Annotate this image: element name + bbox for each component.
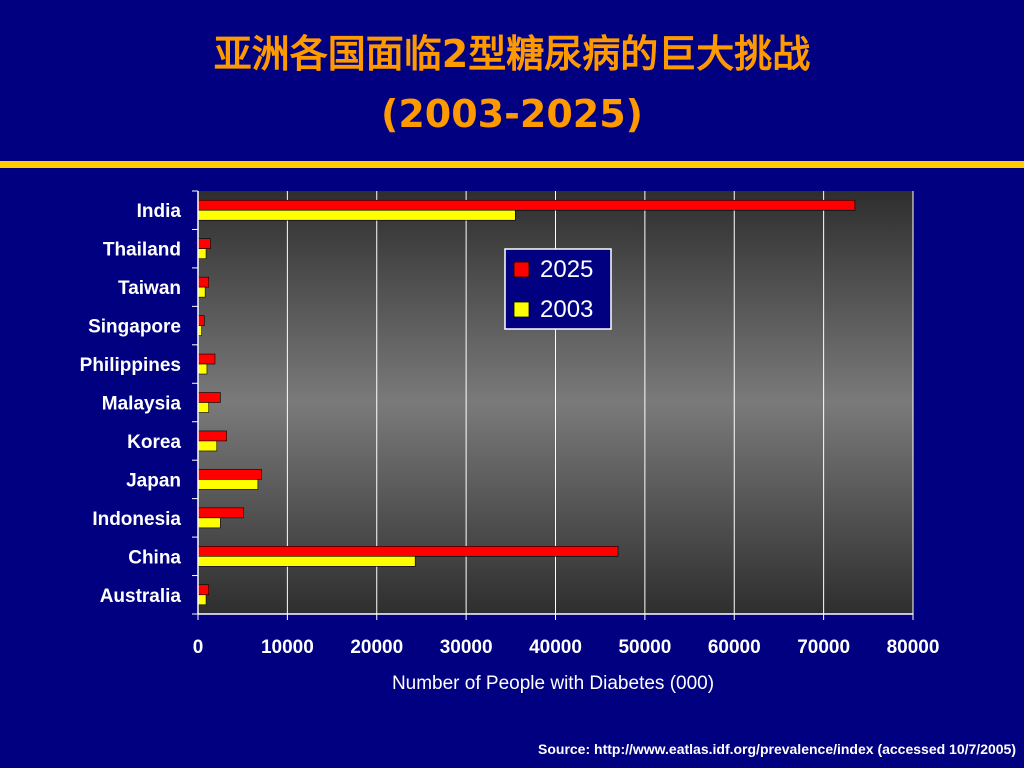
title-rule <box>0 161 1024 168</box>
legend: 2025 2003 <box>504 248 612 330</box>
y-category-label: Indonesia <box>92 509 181 530</box>
bar-chart: 0 10000 20000 30000 40000 50000 60000 70000 8000… <box>80 190 940 694</box>
y-category-label: Australia <box>100 586 182 607</box>
slide-title-line2: (2003-2025) <box>380 92 644 136</box>
y-category-label: Korea <box>127 432 181 453</box>
bar-2025-india <box>197 199 856 211</box>
y-category-label: Malaysia <box>102 394 182 415</box>
y-category-label: India <box>137 201 182 222</box>
bar-2003-australia <box>197 594 207 606</box>
bar-2025-australia <box>197 584 210 596</box>
y-category-label: China <box>128 547 181 568</box>
bar-2025-indonesia <box>197 507 244 519</box>
source-citation: Source: http://www.eatlas.idf.org/preval… <box>538 741 1016 757</box>
legend-swatch-2003 <box>513 301 530 318</box>
labels: 0 10000 20000 30000 40000 50000 60000 70000 8000… <box>80 201 940 694</box>
x-tick-label: 50000 <box>618 637 671 658</box>
x-axis-title: Number of People with Diabetes (000) <box>392 673 714 694</box>
bar-2025-singapore <box>197 315 205 326</box>
y-category-label: Japan <box>126 470 181 491</box>
x-tick-label: 60000 <box>708 637 761 658</box>
bar-2003-philippines <box>197 363 208 375</box>
y-category-label: Singapore <box>88 317 181 338</box>
x-tick-label: 70000 <box>797 637 850 658</box>
legend-label-2003: 2003 <box>540 296 593 323</box>
bar-2003-thailand <box>197 248 207 259</box>
bar-2025-philippines <box>197 353 216 365</box>
legend-label-2025: 2025 <box>540 256 593 283</box>
bar-2025-korea <box>197 430 227 442</box>
bar-2003-korea <box>197 440 218 452</box>
x-tick-label: 80000 <box>887 637 940 658</box>
x-tick-label: 30000 <box>440 637 493 658</box>
slide-title: 亚洲各国面临2型糖尿病的巨大挑战 (2003-2025) <box>0 24 1024 144</box>
x-tick-label: 10000 <box>261 637 314 658</box>
y-category-label: Taiwan <box>118 278 181 299</box>
bar-2003-japan <box>197 479 259 490</box>
bar-2025-japan <box>197 469 262 480</box>
bar-2003-taiwan <box>197 286 206 298</box>
axes <box>192 190 914 620</box>
bar-2025-malaysia <box>197 392 221 403</box>
bar-2025-taiwan <box>197 276 210 288</box>
slide-title-line1: 亚洲各国面临2型糖尿病的巨大挑战 <box>213 32 811 76</box>
bar-2025-china <box>197 546 619 557</box>
x-tick-label: 0 <box>193 637 204 658</box>
bar-2003-malaysia <box>197 402 210 413</box>
x-tick-label: 40000 <box>529 637 582 658</box>
bar-2003-china <box>197 556 416 567</box>
x-tick-label: 20000 <box>350 637 403 658</box>
legend-swatch-2025 <box>513 261 530 278</box>
bar-2003-indonesia <box>197 517 221 529</box>
y-category-label: Philippines <box>80 355 181 376</box>
bar-2025-thailand <box>197 238 211 249</box>
y-category-label: Thailand <box>103 240 181 261</box>
bar-2003-india <box>197 209 516 221</box>
